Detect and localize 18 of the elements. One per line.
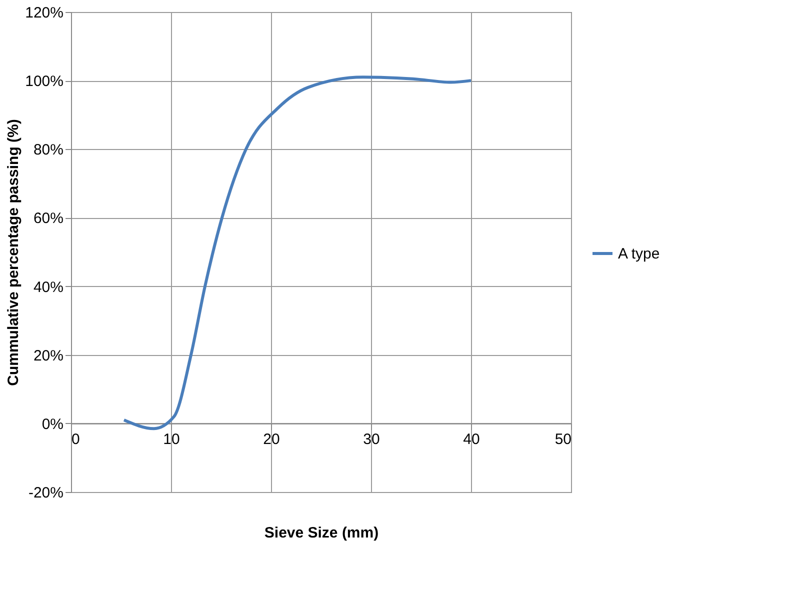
y-axis-title: Cummulative percentage passing (%) — [5, 119, 22, 386]
y-tick-label: 40% — [33, 278, 64, 296]
x-tick-label: 40 — [463, 430, 480, 448]
y-tick-label: 60% — [33, 210, 64, 228]
y-tick-label: 20% — [33, 347, 64, 364]
x-tick-label: 50 — [554, 430, 572, 448]
y-tick-label: 120% — [25, 4, 64, 22]
y-tick-label: 0% — [42, 416, 64, 433]
y-tick-label: 100% — [25, 73, 64, 90]
x-tick-label: 20 — [263, 430, 280, 448]
y-tick-label: 80% — [33, 142, 64, 159]
x-tick-label: 30 — [363, 430, 380, 448]
y-tick-label: -20% — [28, 484, 64, 502]
x-axis-title: Sieve Size (mm) — [264, 524, 379, 542]
x-tick-label: 10 — [163, 430, 180, 448]
x-tick-label: 0 — [72, 430, 80, 448]
legend-label: A type — [618, 246, 660, 262]
line-series — [122, 76, 472, 430]
